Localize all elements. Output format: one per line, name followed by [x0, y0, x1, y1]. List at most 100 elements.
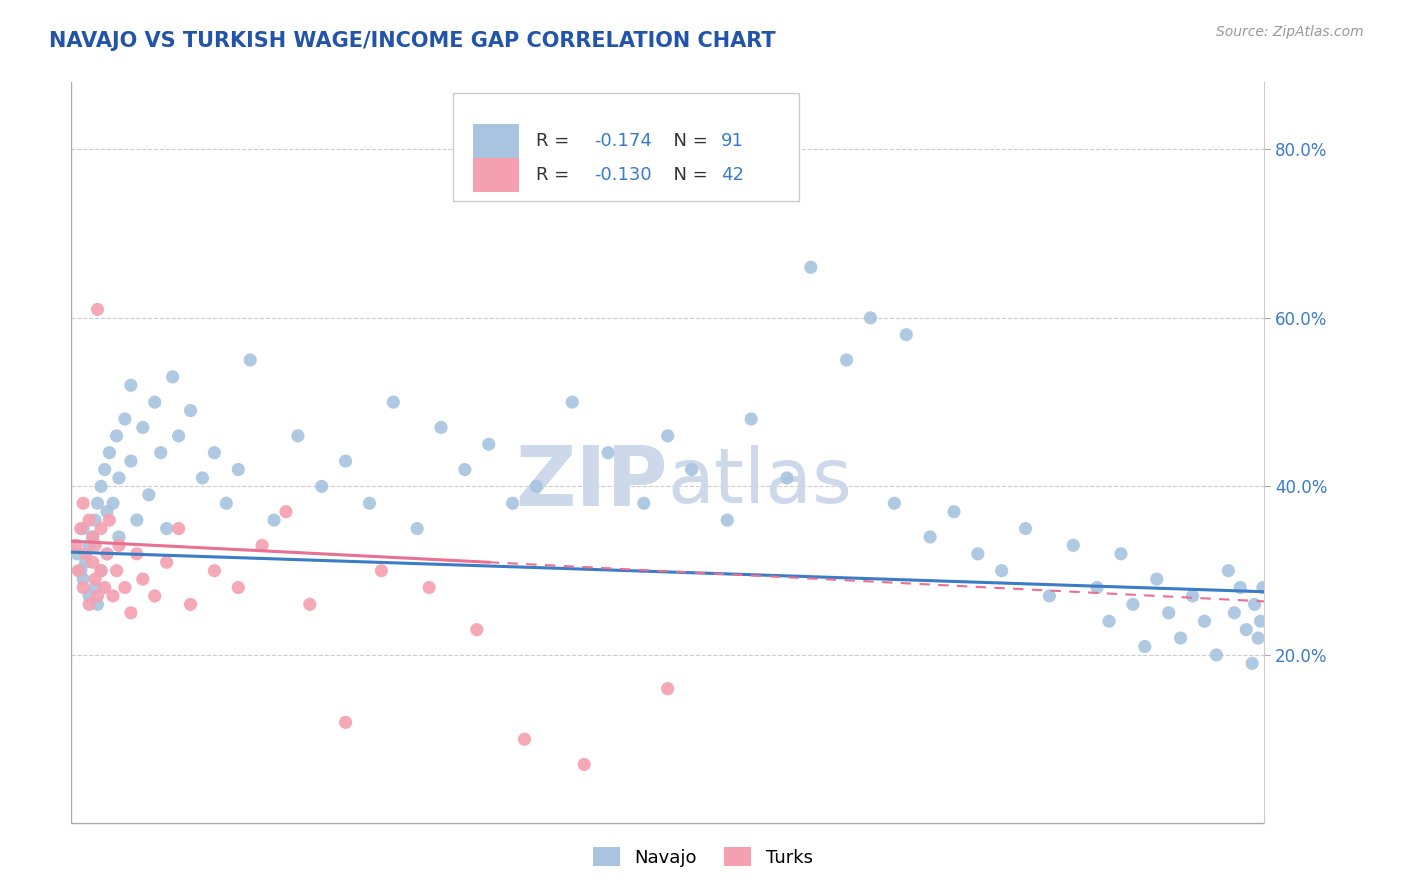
Point	[84, 513, 107, 527]
Point	[1157, 606, 1180, 620]
Point	[72, 522, 94, 536]
Point	[572, 757, 595, 772]
Point	[77, 589, 100, 603]
Point	[86, 302, 108, 317]
Point	[93, 462, 115, 476]
Point	[1241, 657, 1264, 671]
Point	[1223, 606, 1246, 620]
Point	[72, 581, 94, 595]
Point	[84, 581, 107, 595]
Point	[120, 454, 142, 468]
Text: N =: N =	[662, 166, 713, 184]
Point	[84, 538, 107, 552]
Point	[96, 547, 118, 561]
Text: -0.130: -0.130	[593, 166, 651, 184]
Point	[1146, 572, 1168, 586]
Point	[149, 445, 172, 460]
Point	[1250, 614, 1272, 628]
Point	[1205, 648, 1227, 662]
Point	[75, 547, 97, 561]
Point	[859, 310, 882, 325]
Point	[561, 395, 583, 409]
Point	[1122, 598, 1144, 612]
Point	[335, 715, 357, 730]
Point	[202, 445, 225, 460]
Point	[132, 420, 155, 434]
Point	[67, 564, 90, 578]
Point	[883, 496, 905, 510]
Point	[263, 513, 285, 527]
Point	[180, 403, 202, 417]
Point	[98, 513, 121, 527]
Point	[114, 581, 136, 595]
Point	[108, 471, 131, 485]
Point	[82, 555, 104, 569]
Point	[125, 547, 148, 561]
Point	[1243, 598, 1265, 612]
Point	[1098, 614, 1121, 628]
Point	[835, 353, 858, 368]
Point	[1251, 581, 1274, 595]
Point	[98, 445, 121, 460]
Point	[1109, 547, 1132, 561]
Text: 42: 42	[721, 166, 744, 184]
Text: -0.174: -0.174	[593, 132, 651, 150]
Point	[226, 581, 249, 595]
Point	[108, 530, 131, 544]
Point	[86, 589, 108, 603]
Text: atlas: atlas	[668, 445, 852, 519]
Point	[681, 462, 703, 476]
Point	[120, 378, 142, 392]
Text: Source: ZipAtlas.com: Source: ZipAtlas.com	[1216, 25, 1364, 39]
Point	[66, 547, 89, 561]
Point	[143, 589, 166, 603]
Point	[65, 538, 87, 552]
Point	[716, 513, 738, 527]
Point	[101, 496, 124, 510]
Point	[990, 564, 1012, 578]
Point	[114, 412, 136, 426]
Point	[226, 462, 249, 476]
Point	[75, 555, 97, 569]
Point	[156, 555, 179, 569]
Point	[138, 488, 160, 502]
Point	[1234, 623, 1257, 637]
Point	[202, 564, 225, 578]
Point	[96, 505, 118, 519]
Point	[84, 572, 107, 586]
Point	[86, 598, 108, 612]
Point	[105, 429, 128, 443]
Point	[239, 353, 262, 368]
Point	[77, 538, 100, 552]
Text: N =: N =	[662, 132, 713, 150]
Point	[298, 598, 321, 612]
Point	[82, 530, 104, 544]
Point	[72, 496, 94, 510]
Point	[274, 505, 297, 519]
Point	[250, 538, 273, 552]
Point	[215, 496, 238, 510]
Point	[77, 513, 100, 527]
Point	[335, 454, 357, 468]
Point	[513, 732, 536, 747]
Point	[143, 395, 166, 409]
Point	[800, 260, 823, 275]
Point	[430, 420, 453, 434]
Point	[167, 429, 190, 443]
Point	[90, 564, 112, 578]
Point	[465, 623, 488, 637]
Point	[90, 522, 112, 536]
Point	[105, 564, 128, 578]
Text: R =: R =	[537, 132, 575, 150]
Point	[1085, 581, 1108, 595]
FancyBboxPatch shape	[474, 158, 519, 192]
Text: 91: 91	[721, 132, 744, 150]
Point	[740, 412, 762, 426]
Text: ZIP: ZIP	[515, 442, 668, 523]
Point	[1062, 538, 1084, 552]
Point	[69, 522, 91, 536]
Point	[418, 581, 440, 595]
Point	[101, 589, 124, 603]
Point	[191, 471, 214, 485]
Point	[1194, 614, 1216, 628]
